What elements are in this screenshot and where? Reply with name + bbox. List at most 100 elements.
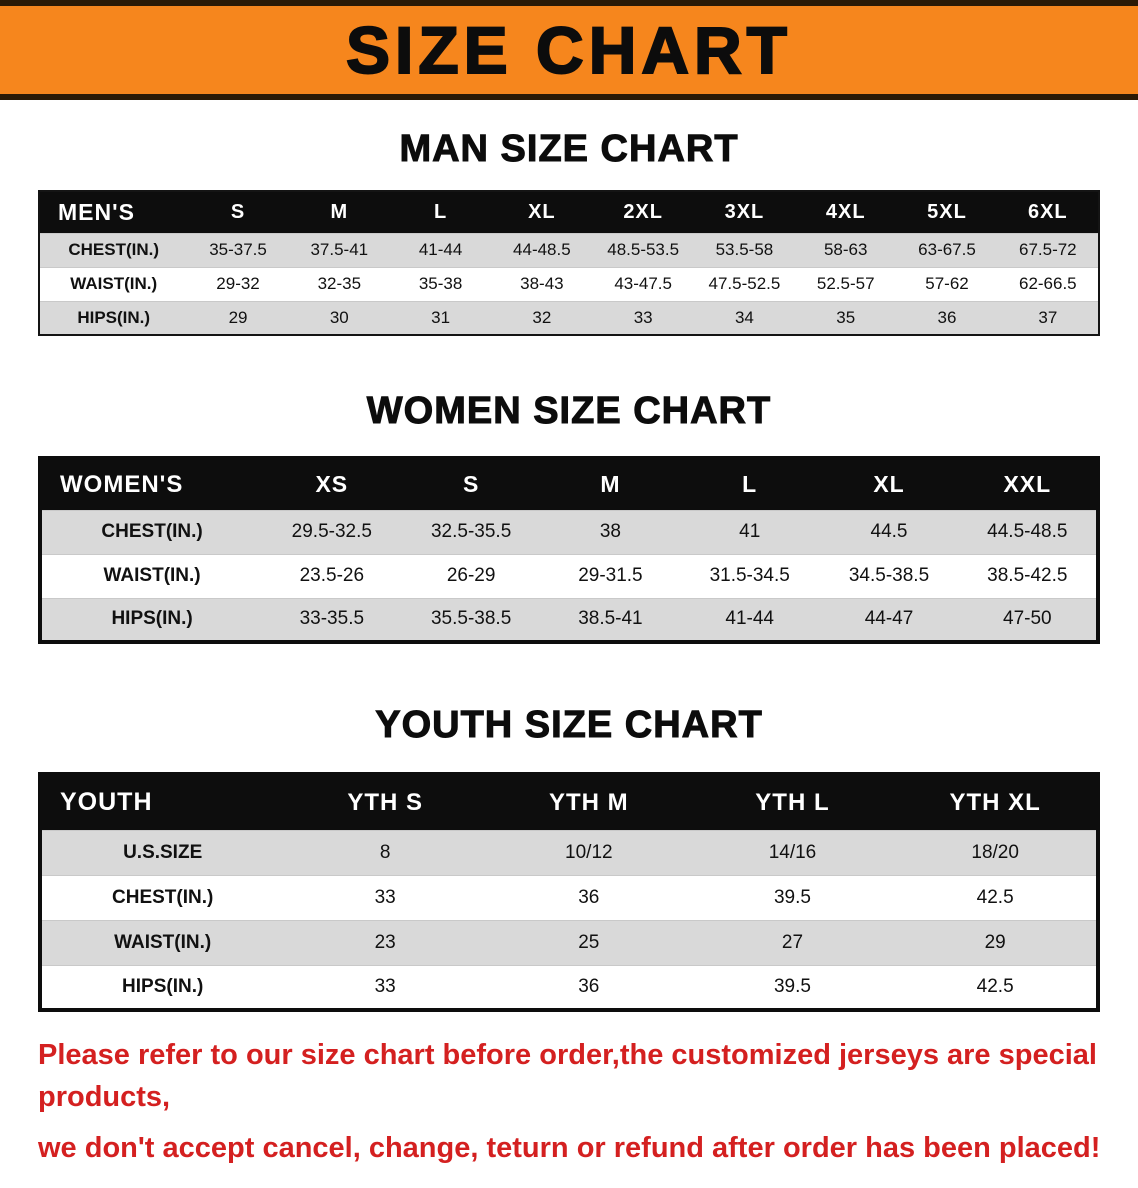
notice-line-1: Please refer to our size chart before or… (38, 1039, 1097, 1114)
youth-section-title: YOUTH SIZE CHART (375, 704, 763, 747)
value-cell: 35 (795, 301, 897, 335)
size-header-cell: XS (262, 458, 402, 510)
value-cell: 23.5-26 (262, 554, 402, 598)
value-cell: 18/20 (894, 830, 1098, 875)
category-header-cell: YOUTH (40, 774, 284, 830)
value-cell: 38 (540, 510, 681, 554)
value-cell: 32 (491, 301, 593, 335)
value-cell: 27 (690, 920, 895, 965)
value-cell: 39.5 (690, 875, 895, 920)
value-cell: 43-47.5 (592, 267, 694, 301)
value-cell: 37.5-41 (288, 233, 390, 267)
value-cell: 33-35.5 (262, 598, 402, 642)
size-header-cell: 6XL (997, 191, 1099, 233)
size-header-cell: 3XL (693, 191, 796, 233)
value-cell: 29 (187, 301, 289, 335)
measurement-row: CHEST(IN.) 29.5-32.5 32.5-35.5 38 41 44.5 44.5… (40, 510, 1098, 554)
value-cell: 38-43 (491, 267, 593, 301)
value-cell: 25 (486, 920, 691, 965)
measurement-row: WAIST(IN.) 23 25 27 29 (40, 920, 1098, 965)
value-cell: 33 (283, 875, 487, 920)
women-size-table: WOMEN'S XS S M L XL XXL CHEST(IN.) 29.5-32.5 32.5… (38, 456, 1100, 644)
women-size-section: WOMEN SIZE CHART WOMEN'S XS S M L XL XXL CHEST(… (0, 388, 1138, 644)
value-cell: 33 (283, 965, 487, 1010)
value-cell: 30 (288, 301, 390, 335)
value-cell: 29 (894, 920, 1098, 965)
value-cell: 62-66.5 (997, 267, 1099, 301)
category-header-cell: WOMEN'S (40, 458, 263, 510)
size-header-cell: S (187, 191, 289, 233)
value-cell: 10/12 (486, 830, 691, 875)
size-header-cell: S (401, 458, 541, 510)
value-cell: 44-47 (819, 598, 959, 642)
value-cell: 35-37.5 (187, 233, 289, 267)
men-section-title: MAN SIZE CHART (399, 128, 739, 171)
banner: SIZE CHART (0, 0, 1138, 100)
value-cell: 67.5-72 (997, 233, 1099, 267)
size-header-cell: 4XL (795, 191, 897, 233)
value-cell: 48.5-53.5 (592, 233, 694, 267)
category-header-cell: MEN'S (39, 191, 188, 233)
value-cell: 29-31.5 (540, 554, 681, 598)
value-cell: 32-35 (288, 267, 390, 301)
value-cell: 34.5-38.5 (819, 554, 959, 598)
row-label-cell: CHEST(IN.) (40, 510, 263, 554)
youth-size-section: YOUTH SIZE CHART YOUTH YTH S YTH M YTH L YTH… (0, 702, 1138, 1012)
value-cell: 47.5-52.5 (693, 267, 796, 301)
value-cell: 38.5-42.5 (958, 554, 1098, 598)
measurement-row: HIPS(IN.) 29 30 31 32 33 34 35 36 37 (39, 301, 1099, 335)
size-header-cell: L (680, 458, 820, 510)
row-label-cell: WAIST(IN.) (40, 554, 263, 598)
value-cell: 31.5-34.5 (680, 554, 820, 598)
size-header-cell: XXL (958, 458, 1098, 510)
footer-notice: Please refer to our size chart before or… (0, 1012, 1138, 1188)
measurement-row: HIPS(IN.) 33 36 39.5 42.5 (40, 965, 1098, 1010)
size-header-cell: YTH S (283, 774, 487, 830)
value-cell: 58-63 (795, 233, 897, 267)
measurement-row: WAIST(IN.) 29-32 32-35 35-38 38-43 43-47.5 47.… (39, 267, 1099, 301)
value-cell: 34 (693, 301, 796, 335)
youth-size-table: YOUTH YTH S YTH M YTH L YTH XL U.S.SIZE 8 10/12… (38, 772, 1100, 1012)
value-cell: 47-50 (958, 598, 1098, 642)
row-label-cell: HIPS(IN.) (39, 301, 188, 335)
value-cell: 8 (283, 830, 487, 875)
value-cell: 36 (486, 875, 691, 920)
size-header-cell: YTH XL (894, 774, 1098, 830)
value-cell: 53.5-58 (693, 233, 796, 267)
page-title: SIZE CHART (345, 13, 792, 87)
women-section-title: WOMEN SIZE CHART (366, 390, 772, 433)
size-header-cell: M (288, 191, 390, 233)
table-header-row: YOUTH YTH S YTH M YTH L YTH XL (40, 774, 1098, 830)
size-header-cell: XL (491, 191, 593, 233)
row-label-cell: U.S.SIZE (40, 830, 284, 875)
value-cell: 52.5-57 (795, 267, 897, 301)
men-size-table: MEN'S S M L XL 2XL 3XL 4XL 5XL 6XL CHEST(IN.) 35-37… (38, 190, 1100, 336)
size-header-cell: 2XL (592, 191, 694, 233)
value-cell: 44.5 (819, 510, 959, 554)
value-cell: 36 (486, 965, 691, 1010)
measurement-row: CHEST(IN.) 33 36 39.5 42.5 (40, 875, 1098, 920)
size-header-cell: 5XL (896, 191, 998, 233)
table-header-row: WOMEN'S XS S M L XL XXL (40, 458, 1098, 510)
size-header-cell: L (389, 191, 492, 233)
row-label-cell: HIPS(IN.) (40, 965, 284, 1010)
value-cell: 37 (997, 301, 1099, 335)
value-cell: 35-38 (389, 267, 492, 301)
size-header-cell: YTH L (690, 774, 895, 830)
value-cell: 23 (283, 920, 487, 965)
row-label-cell: HIPS(IN.) (40, 598, 263, 642)
value-cell: 36 (896, 301, 998, 335)
measurement-row: WAIST(IN.) 23.5-26 26-29 29-31.5 31.5-34.5 34… (40, 554, 1098, 598)
value-cell: 26-29 (401, 554, 541, 598)
row-label-cell: WAIST(IN.) (40, 920, 284, 965)
value-cell: 14/16 (690, 830, 895, 875)
value-cell: 63-67.5 (896, 233, 998, 267)
value-cell: 42.5 (894, 965, 1098, 1010)
table-header-row: MEN'S S M L XL 2XL 3XL 4XL 5XL 6XL (39, 191, 1099, 233)
value-cell: 42.5 (894, 875, 1098, 920)
notice-line-2: we don't accept cancel, change, teturn o… (38, 1132, 1101, 1165)
row-label-cell: WAIST(IN.) (39, 267, 188, 301)
value-cell: 41-44 (680, 598, 820, 642)
size-header-cell: M (540, 458, 681, 510)
